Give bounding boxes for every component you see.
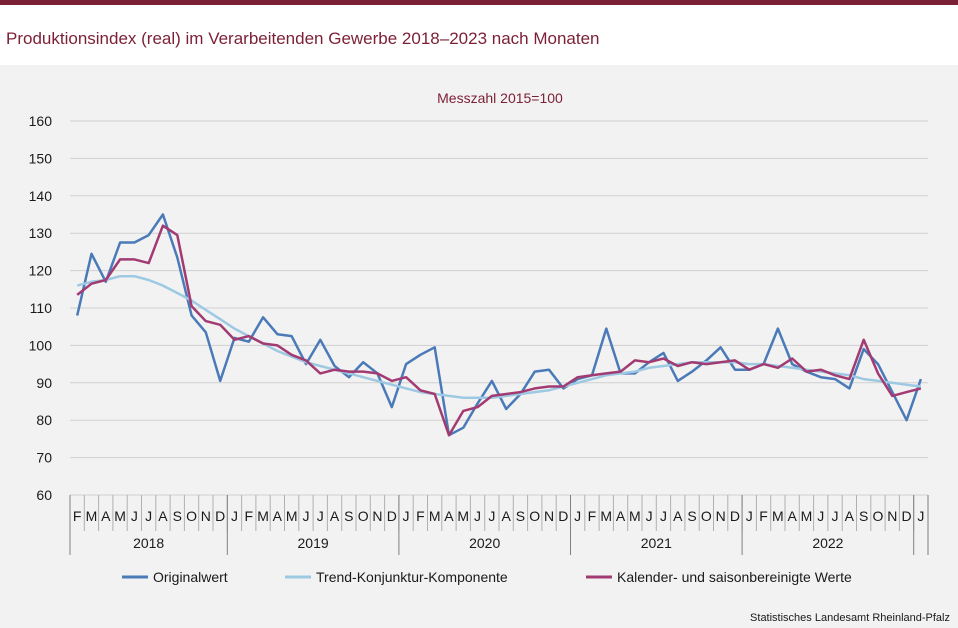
month-label: J: [403, 508, 410, 524]
month-label: N: [544, 508, 554, 524]
chart-panel: 60 70 80 90 100 110 120 130 140 150 160 Messzahl 2…: [0, 68, 958, 628]
month-label: N: [716, 508, 726, 524]
month-label: S: [859, 508, 868, 524]
chart-legend: Originalwert Trend-Konjunktur-Komponente K…: [122, 569, 852, 585]
month-label: A: [501, 508, 511, 524]
month-label: J: [231, 508, 238, 524]
y-tick-label: 150: [29, 150, 53, 166]
y-tick-label: 140: [29, 188, 53, 204]
chart-subtitle: Messzahl 2015=100: [437, 90, 563, 106]
series-line-2: [76, 224, 922, 437]
series-lines: [75, 213, 923, 437]
month-label: A: [444, 508, 454, 524]
top-accent-bar: [0, 0, 958, 5]
month-label: J: [317, 508, 324, 524]
header: Produktionsindex (real) im Verarbeitende…: [0, 5, 958, 65]
series-line-1: [76, 274, 922, 400]
year-label: 2022: [812, 535, 843, 551]
month-label: O: [701, 508, 712, 524]
month-label: J: [474, 508, 481, 524]
month-label: J: [131, 508, 138, 524]
month-label: M: [629, 508, 641, 524]
year-label: 2021: [641, 535, 672, 551]
year-label: 2019: [298, 535, 329, 551]
month-label: M: [457, 508, 469, 524]
month-label: F: [759, 508, 768, 524]
month-label: O: [358, 508, 369, 524]
month-label: M: [257, 508, 269, 524]
y-tick-label: 160: [29, 113, 53, 129]
month-label: A: [787, 508, 797, 524]
month-label: M: [86, 508, 98, 524]
month-label: D: [558, 508, 568, 524]
year-label: 2018: [133, 535, 164, 551]
month-label: J: [488, 508, 495, 524]
month-label: A: [673, 508, 683, 524]
month-label: J: [302, 508, 309, 524]
month-label: J: [574, 508, 581, 524]
month-label: M: [801, 508, 813, 524]
legend-label: Trend-Konjunktur-Komponente: [316, 569, 508, 585]
month-label: O: [529, 508, 540, 524]
month-label: M: [600, 508, 612, 524]
year-label: 2020: [469, 535, 500, 551]
month-label: S: [687, 508, 696, 524]
month-label: J: [660, 508, 667, 524]
y-tick-label: 60: [36, 487, 52, 503]
grid-lines: [70, 120, 928, 496]
month-label: M: [429, 508, 441, 524]
month-label: A: [616, 508, 626, 524]
month-label: M: [286, 508, 298, 524]
month-label: O: [186, 508, 197, 524]
month-label: N: [372, 508, 382, 524]
month-label: A: [101, 508, 111, 524]
month-label: N: [201, 508, 211, 524]
month-label: A: [845, 508, 855, 524]
month-label: J: [832, 508, 839, 524]
y-tick-label: 110: [30, 300, 53, 316]
month-label: S: [173, 508, 182, 524]
source-note: Statistisches Landesamt Rheinland-Pfalz: [750, 612, 950, 624]
month-label: M: [114, 508, 126, 524]
legend-label: Originalwert: [153, 569, 228, 585]
month-label: D: [901, 508, 911, 524]
month-label: J: [817, 508, 824, 524]
y-tick-label: 130: [29, 225, 53, 241]
y-tick-label: 70: [36, 450, 52, 466]
month-label: N: [887, 508, 897, 524]
y-tick-label: 120: [29, 263, 53, 279]
month-label: J: [917, 508, 924, 524]
month-label: F: [416, 508, 425, 524]
month-label: F: [73, 508, 82, 524]
month-label: A: [158, 508, 168, 524]
month-label: A: [330, 508, 340, 524]
month-label: D: [730, 508, 740, 524]
month-label: J: [746, 508, 753, 524]
month-label: M: [772, 508, 784, 524]
month-label: F: [244, 508, 253, 524]
y-tick-label: 90: [36, 375, 52, 391]
month-label: J: [145, 508, 152, 524]
month-label: D: [387, 508, 397, 524]
y-tick-label: 100: [29, 337, 53, 353]
series-line-0: [75, 213, 923, 437]
y-tick-label: 80: [36, 412, 52, 428]
month-label: S: [344, 508, 353, 524]
month-label: A: [273, 508, 283, 524]
month-label: D: [215, 508, 225, 524]
y-axis-ticks: 60 70 80 90 100 110 120 130 140 150 160: [29, 113, 53, 503]
month-label: J: [646, 508, 653, 524]
month-label: F: [588, 508, 597, 524]
page-title: Produktionsindex (real) im Verarbeitende…: [6, 29, 600, 48]
legend-label: Kalender- und saisonbereinigte Werte: [617, 569, 852, 585]
production-index-chart: 60 70 80 90 100 110 120 130 140 150 160 Messzahl 2…: [29, 90, 950, 624]
month-label: S: [516, 508, 525, 524]
month-label: O: [873, 508, 884, 524]
